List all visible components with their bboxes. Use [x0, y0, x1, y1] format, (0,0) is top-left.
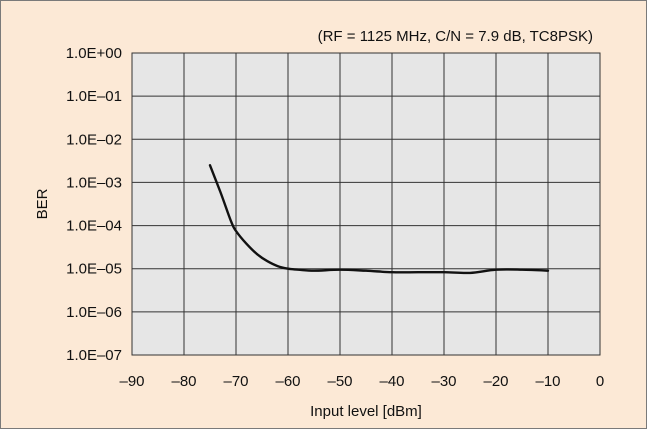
plot-area	[131, 52, 601, 356]
y-tick-label: 1.0E–05	[66, 261, 122, 278]
y-tick-label: 1.0E–01	[66, 88, 122, 105]
chart-title: (RF = 1125 MHz, C/N = 7.9 dB, TC8PSK)	[318, 28, 593, 45]
y-tick-label: 1.0E–07	[66, 347, 122, 364]
ber-series-line	[208, 164, 550, 275]
x-tick-label: –80	[171, 373, 196, 390]
x-tick-label: –50	[327, 373, 352, 390]
y-tick-label: 1.0E+00	[66, 45, 122, 62]
x-tick-label: –20	[483, 373, 508, 390]
y-tick-label: 1.0E–03	[66, 174, 122, 191]
x-tick-label: –70	[223, 373, 248, 390]
x-tick-label: –10	[535, 373, 560, 390]
y-tick-label: 1.0E–06	[66, 304, 122, 321]
x-tick-label: 0	[596, 373, 604, 390]
x-axis-title: Input level [dBm]	[310, 403, 422, 420]
y-axis-title: BER	[34, 188, 51, 219]
y-tick-label: 1.0E–04	[66, 218, 122, 235]
x-tick-label: –30	[431, 373, 456, 390]
x-axis-ticks: –90 –80 –70 –60 –50 –40 –30 –20 –10 0	[119, 373, 604, 390]
x-tick-label: –40	[379, 373, 404, 390]
y-axis-ticks: 1.0E+00 1.0E–01 1.0E–02 1.0E–03 1.0E–04 1.0E–…	[66, 45, 122, 364]
x-tick-label: –90	[119, 373, 144, 390]
y-tick-label: 1.0E–02	[66, 131, 122, 148]
x-tick-label: –60	[275, 373, 300, 390]
